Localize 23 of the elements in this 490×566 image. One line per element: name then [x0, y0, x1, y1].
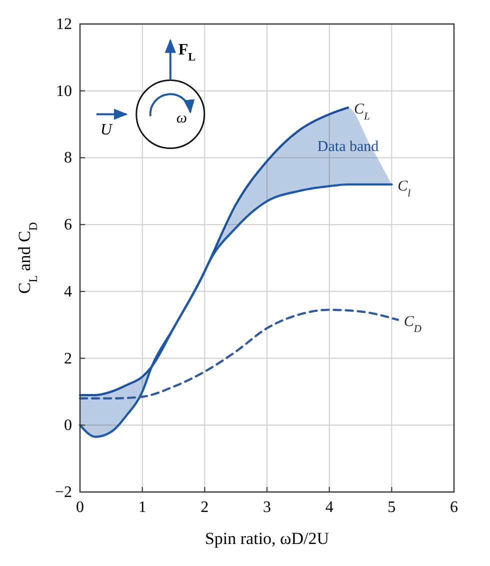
annotation: ω: [176, 110, 187, 126]
annotation: Data band: [317, 139, 380, 156]
x-tick-label: 2: [200, 499, 209, 516]
x-tick-label: 4: [325, 499, 334, 516]
y-tick-label: 12: [56, 16, 72, 33]
annotation: F$_{L}$: [178, 41, 196, 64]
x-tick-label: 6: [450, 499, 458, 516]
annotation: U: [100, 121, 114, 138]
x-tick-label: 1: [138, 499, 146, 516]
series-label: C$_{l}$: [398, 178, 411, 199]
y-tick-label: −2: [54, 484, 72, 501]
x-axis-title: Spin ratio, ωD/2U: [204, 529, 330, 548]
x-tick-label: 3: [263, 499, 271, 516]
x-tick-label: 5: [388, 499, 396, 516]
y-tick-label: 0: [64, 417, 72, 434]
series-label: C$_{L}$: [354, 102, 370, 122]
x-tick-label: 0: [76, 499, 84, 516]
y-tick-label: 8: [64, 150, 72, 167]
y-tick-label: 4: [64, 283, 72, 300]
y-tick-label: 6: [64, 216, 72, 234]
y-tick-label: 10: [56, 82, 72, 100]
series-label: C$_{D}$: [404, 314, 422, 334]
y-tick-label: 2: [64, 350, 72, 368]
